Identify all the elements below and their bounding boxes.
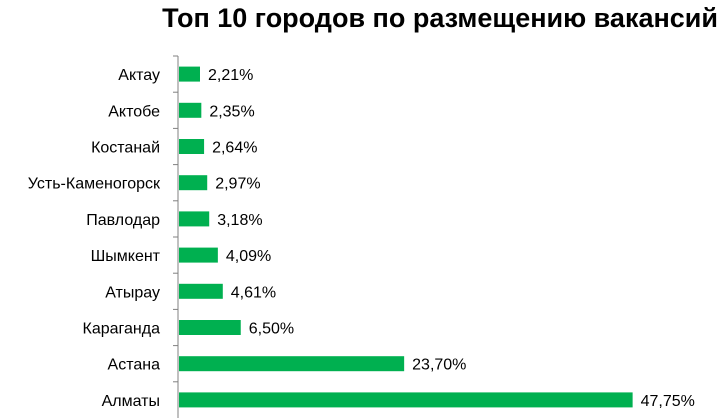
bar [179,66,200,82]
category-label: Актау [118,67,160,84]
bar [179,320,241,335]
category-label: Костанай [91,140,160,157]
category-label: Усть-Каменогорск [28,176,161,193]
bar [179,102,202,118]
category-label: Астана [108,357,161,374]
data-label: 2,21% [208,67,253,84]
bar [179,392,633,408]
data-label: 23,70% [412,357,466,374]
category-label: Караганда [83,321,161,338]
category-label: Атырау [105,284,160,301]
chart-title: Топ 10 городов по размещению вакансий [162,3,718,33]
data-label: 4,61% [231,284,276,301]
bar [179,139,205,154]
category-label: Алматы [102,393,160,410]
bar [179,211,210,227]
data-label: 2,64% [212,140,257,157]
category-label: Шымкент [91,248,161,265]
data-label: 2,35% [209,103,254,120]
data-label: 3,18% [217,212,262,229]
category-label: Павлодар [86,212,160,229]
bar [179,283,223,299]
bar [179,175,208,191]
bar [179,356,405,372]
data-label: 47,75% [641,393,695,410]
data-label: 6,50% [249,321,294,338]
data-label: 2,97% [215,176,260,193]
bar [179,247,218,263]
category-label: Актобе [108,103,160,120]
data-label: 4,09% [226,248,271,265]
